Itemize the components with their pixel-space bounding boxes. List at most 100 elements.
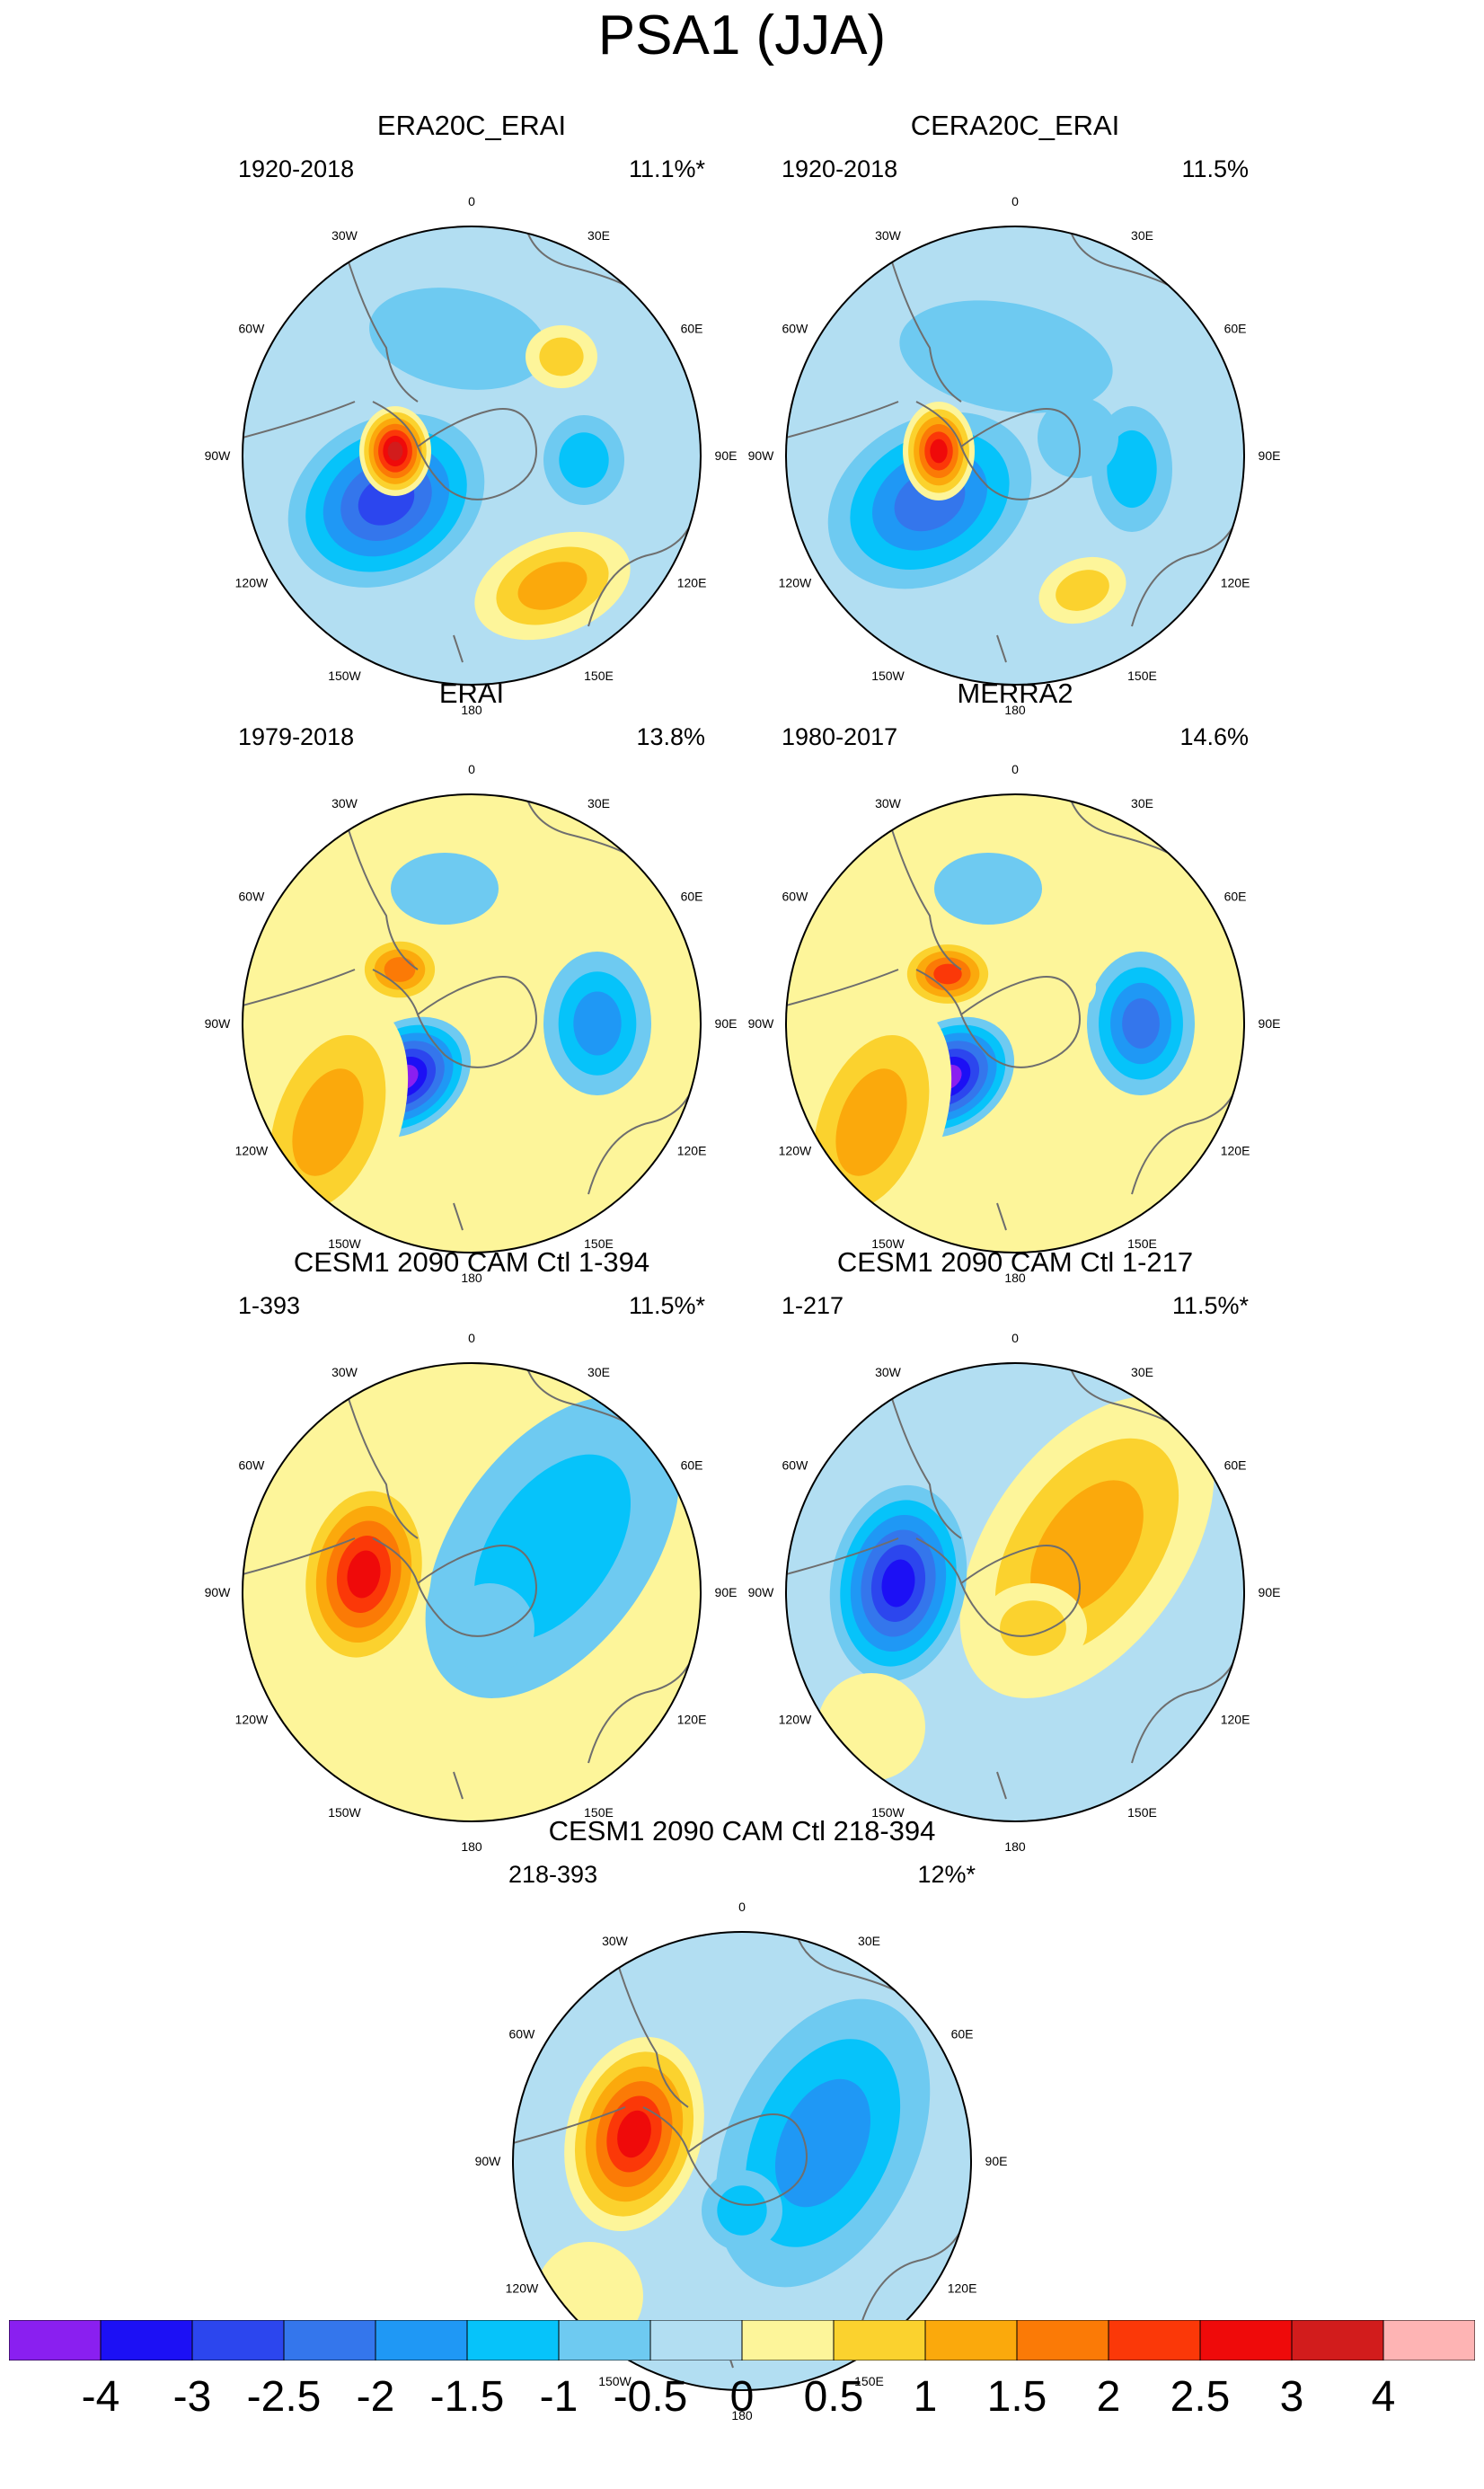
- panel-period: 1920-2018: [238, 155, 355, 182]
- contour-fill: [835, 1068, 907, 1176]
- longitude-label: 150W: [328, 669, 361, 683]
- colorbar-label: -1: [539, 2373, 579, 2421]
- longitude-label: 60E: [951, 2027, 974, 2042]
- map-panel: ERAI 1979-2018 13.8% 0 30E 60E 90E 120E 150E 180 1…: [103, 676, 840, 1285]
- panel-period: 1920-2018: [782, 155, 898, 182]
- explained-variance: 14.6%: [1179, 723, 1249, 750]
- colorbar-swatch: [924, 2319, 1018, 2361]
- polar-map: 0 30E 60E 90E 120E 150E 180 150W 120W 90W 60W 30W: [748, 1331, 1281, 1854]
- polar-map: 0 30E 60E 90E 120E 150E 180 150W 120W 90W 60W 30W: [205, 194, 738, 717]
- panel-period: 1-217: [782, 1292, 844, 1319]
- longitude-label: 60W: [782, 322, 809, 336]
- longitude-label: 120E: [677, 1144, 707, 1158]
- longitude-label: 90W: [205, 1016, 232, 1031]
- colorbar-label: -1.5: [429, 2373, 505, 2421]
- longitude-label: 120E: [677, 1713, 707, 1727]
- longitude-label: 60E: [681, 322, 703, 336]
- contour-fill: [899, 300, 1113, 413]
- panel-title: CESM1 2090 CAM Ctl 218-394: [548, 1815, 936, 1847]
- contour-fill: [1107, 430, 1157, 509]
- coastline: [513, 1932, 967, 2369]
- colorbar-label: 2: [1096, 2373, 1121, 2421]
- longitude-label: 150W: [598, 2374, 632, 2388]
- longitude-label: 60W: [782, 890, 809, 904]
- colorbar-swatch: [1016, 2319, 1109, 2361]
- longitude-label: 150E: [584, 1236, 614, 1251]
- longitude-label: 60E: [1224, 322, 1247, 336]
- longitude-label: 120W: [779, 1713, 812, 1727]
- explained-variance: 11.5%*: [628, 1292, 705, 1319]
- map-border: [242, 1362, 702, 1822]
- longitude-label: 150E: [584, 669, 614, 683]
- longitude-label: 120E: [1221, 576, 1250, 590]
- colorbar-swatch: [1382, 2319, 1476, 2361]
- colorbar-label: -2.5: [246, 2373, 322, 2421]
- colorbar-swatches: [8, 2319, 1476, 2361]
- panel-title: CERA20C_ERAI: [910, 110, 1120, 141]
- map-border: [512, 1931, 972, 2391]
- longitude-label: 180: [1004, 1271, 1026, 1285]
- longitude-label: 30W: [331, 796, 358, 810]
- explained-variance: 11.5%: [1181, 155, 1249, 182]
- longitude-label: 90E: [715, 1016, 738, 1031]
- longitude-label: 0: [468, 194, 475, 208]
- panel-title: ERAI: [438, 678, 505, 709]
- contour-fill: [292, 1068, 364, 1176]
- map-border: [785, 793, 1245, 1253]
- longitude-label: 0: [468, 762, 475, 776]
- longitude-label: 30E: [1131, 228, 1153, 243]
- panel-title: CESM1 2090 CAM Ctl 1-394: [293, 1246, 650, 1278]
- longitude-label: 90E: [1259, 448, 1281, 463]
- explained-variance: 12%*: [917, 1861, 976, 1888]
- longitude-label: 30W: [875, 1365, 902, 1379]
- colorbar-swatch: [8, 2319, 102, 2361]
- longitude-label: 120W: [235, 1144, 269, 1158]
- longitude-label: 120W: [779, 576, 812, 590]
- longitude-label: 150W: [871, 1805, 905, 1820]
- longitude-label: 0: [1011, 1331, 1019, 1345]
- polar-map: 0 30E 60E 90E 120E 150E 180 150W 120W 90W 60W 30W: [205, 762, 738, 1285]
- longitude-label: 90W: [748, 448, 775, 463]
- explained-variance: 11.1%*: [628, 155, 705, 182]
- contour-fill: [617, 2110, 651, 2158]
- longitude-label: 60E: [1224, 1458, 1247, 1473]
- contour-fill: [1030, 1480, 1144, 1615]
- explained-variance: 11.5%*: [1171, 1292, 1249, 1319]
- colorbar: [8, 2319, 1476, 2361]
- longitude-label: 180: [731, 2408, 753, 2423]
- contour-fill: [539, 337, 584, 376]
- map-panel: CESM1 2090 CAM Ctl 1-394 1-393 11.5%* 0 30E 6…: [103, 1244, 840, 1854]
- map-border: [785, 1362, 1245, 1822]
- colorbar-swatch: [100, 2319, 193, 2361]
- longitude-label: 90E: [715, 448, 738, 463]
- colorbar-label: -2: [356, 2373, 395, 2421]
- colorbar-label: -3: [172, 2373, 212, 2421]
- longitude-label: 150W: [328, 1805, 361, 1820]
- colorbar-swatch: [466, 2319, 560, 2361]
- contour-fill: [1000, 1600, 1066, 1656]
- coastline: [786, 794, 1241, 1231]
- contour-fill: [717, 2185, 767, 2236]
- longitude-label: 60W: [239, 890, 266, 904]
- map-border: [242, 793, 702, 1253]
- longitude-label: 120E: [677, 576, 707, 590]
- longitude-label: 60E: [681, 1458, 703, 1473]
- colorbar-swatch: [1199, 2319, 1293, 2361]
- longitude-label: 30E: [1131, 1365, 1153, 1379]
- colorbar-swatch: [1108, 2319, 1201, 2361]
- longitude-label: 120W: [506, 2281, 539, 2296]
- colorbar-swatch: [558, 2319, 651, 2361]
- contour-fill: [934, 853, 1042, 925]
- longitude-label: 90E: [715, 1585, 738, 1599]
- colorbar-label: 2.5: [1170, 2373, 1231, 2421]
- longitude-label: 180: [461, 1839, 482, 1854]
- longitude-label: 60W: [239, 322, 266, 336]
- longitude-label: 30W: [331, 1365, 358, 1379]
- coastline: [243, 1363, 697, 1800]
- longitude-label: 0: [468, 1331, 475, 1345]
- longitude-label: 150E: [1127, 1236, 1157, 1251]
- colorbar-swatch: [741, 2319, 835, 2361]
- colorbar-label: 0: [729, 2373, 755, 2421]
- longitude-label: 30E: [587, 1365, 610, 1379]
- longitude-label: 90E: [1259, 1016, 1281, 1031]
